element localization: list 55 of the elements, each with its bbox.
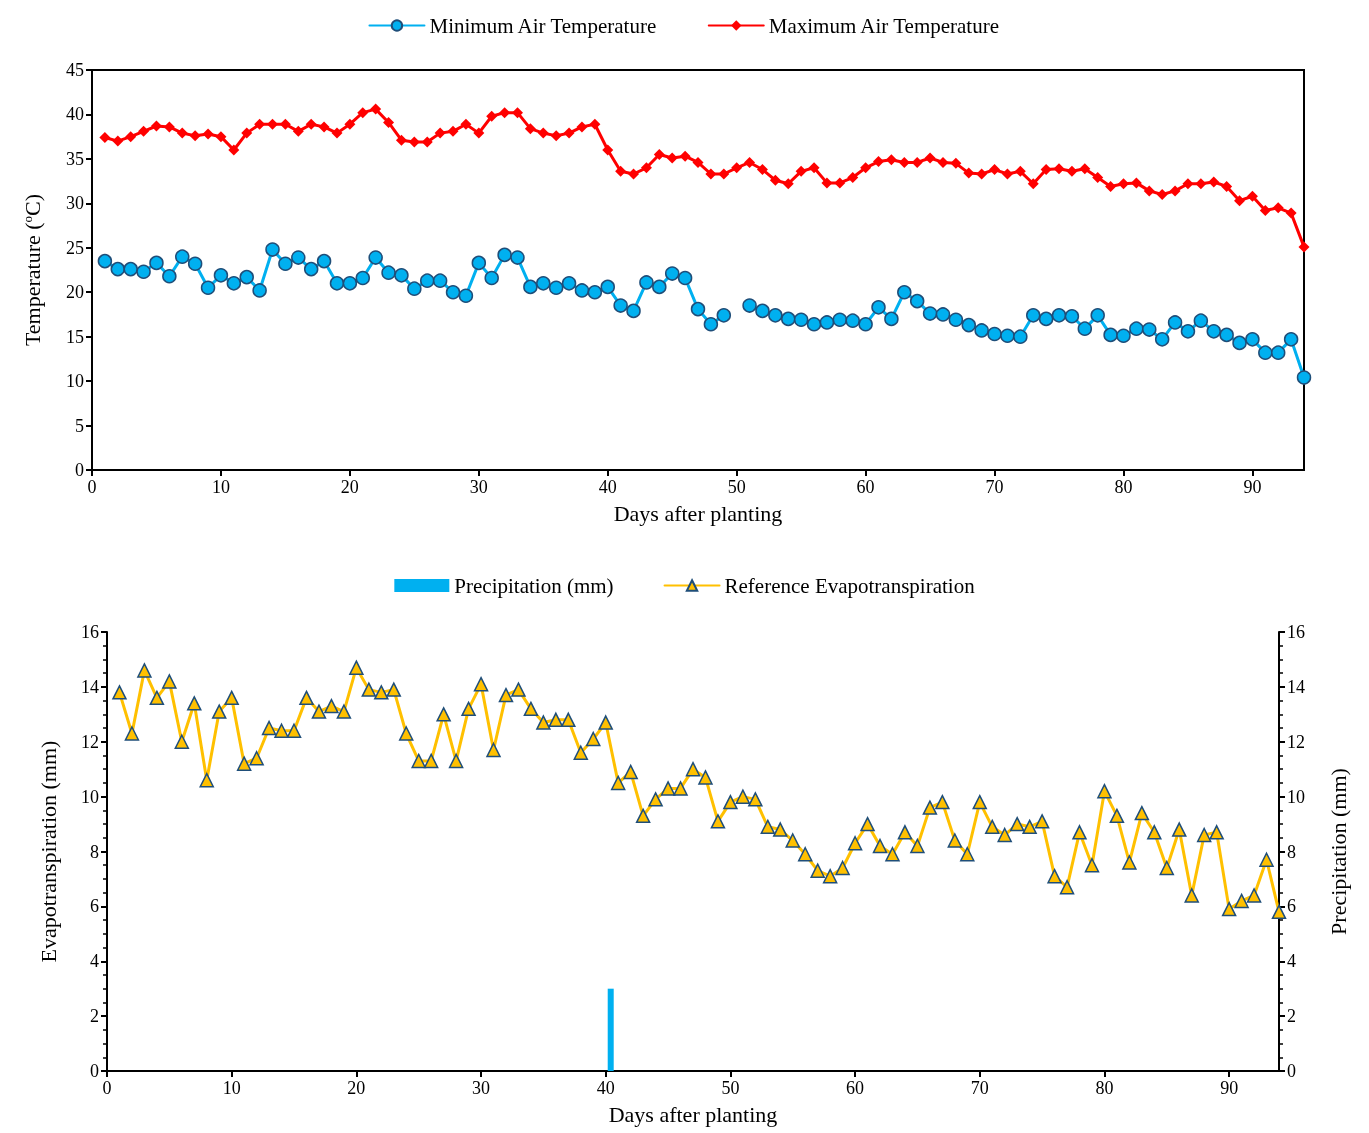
y-tick-label: 0 <box>75 460 84 480</box>
y2-tick-label: 0 <box>1287 1061 1296 1081</box>
y-tick-label: 25 <box>66 237 84 258</box>
y-tick-label: 14 <box>81 676 99 697</box>
y2-tick-label: 8 <box>1287 841 1296 862</box>
x-tick-label: 70 <box>970 1078 989 1098</box>
y-tick-label: 12 <box>81 731 99 752</box>
legend-label: Precipitation (mm) <box>454 573 614 598</box>
y2-tick-label: 16 <box>1287 622 1305 642</box>
y-axis-title: Temperature (oC) <box>20 193 45 347</box>
y-tick-label: 4 <box>90 951 99 972</box>
x-tick-label: 50 <box>721 1078 740 1098</box>
y2-axis-title: Precipitation (mm) <box>1325 768 1351 935</box>
x-tick-label: 90 <box>1243 477 1262 497</box>
y-tick-label: 2 <box>90 1006 99 1027</box>
y-tick-label: 15 <box>66 326 84 347</box>
x-tick-label: 90 <box>1220 1078 1239 1098</box>
legend-label: Maximum Air Temperature <box>768 13 1000 38</box>
y-tick-label: 6 <box>90 896 99 917</box>
y2-tick-label: 6 <box>1287 896 1296 917</box>
y-tick-label: 5 <box>75 415 84 436</box>
x-tick-label: 10 <box>211 477 230 497</box>
x-tick-label: 20 <box>347 1078 366 1098</box>
y2-tick-label: 2 <box>1287 1006 1296 1027</box>
y-tick-label: 16 <box>81 622 99 642</box>
x-tick-label: 70 <box>985 477 1004 497</box>
x-tick-label: 80 <box>1095 1078 1114 1098</box>
x-axis-title: Days after planting <box>608 1101 778 1127</box>
x-tick-label: 80 <box>1114 477 1133 497</box>
x-tick-label: 60 <box>856 477 875 497</box>
x-tick-label: 30 <box>469 477 488 497</box>
y2-tick-label: 12 <box>1287 731 1305 752</box>
legend-label: Reference Evapotranspiration <box>724 573 976 598</box>
x-axis-title: Days after planting <box>613 500 783 526</box>
y2-tick-label: 10 <box>1287 786 1305 807</box>
x-tick-label: 50 <box>727 477 746 497</box>
x-tick-label: 10 <box>222 1078 241 1098</box>
x-tick-label: 40 <box>596 1078 615 1098</box>
y-tick-label: 8 <box>90 841 99 862</box>
y-axis-title: Evapotranspiration (mm) <box>35 740 61 963</box>
y-tick-label: 30 <box>66 193 84 214</box>
y2-tick-label: 4 <box>1287 951 1296 972</box>
y2-tick-label: 14 <box>1287 676 1305 697</box>
x-tick-label: 40 <box>598 477 617 497</box>
y-tick-label: 10 <box>66 371 84 392</box>
y-tick-label: 0 <box>90 1061 99 1081</box>
x-tick-label: 30 <box>472 1078 491 1098</box>
x-tick-label: 60 <box>846 1078 865 1098</box>
y-tick-label: 35 <box>66 148 84 169</box>
y-tick-label: 45 <box>66 60 84 80</box>
y-tick-label: 20 <box>66 282 84 303</box>
y-tick-label: 40 <box>66 104 84 125</box>
x-tick-label: 20 <box>340 477 359 497</box>
legend-label: Minimum Air Temperature <box>429 13 657 38</box>
y-tick-label: 10 <box>81 786 99 807</box>
